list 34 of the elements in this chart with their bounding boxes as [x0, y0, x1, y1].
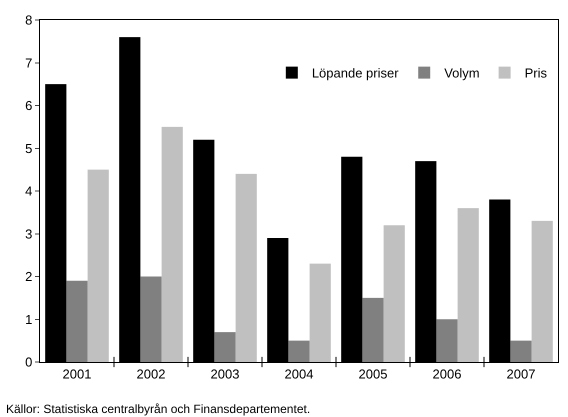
- legend-label: Volym: [444, 66, 480, 81]
- bar: [310, 264, 331, 362]
- y-tick-label: 1: [25, 312, 32, 327]
- bar: [140, 276, 162, 362]
- legend-label: Löpande priser: [312, 66, 400, 81]
- bar: [162, 126, 183, 362]
- bar: [214, 332, 236, 362]
- x-tick-label: 2001: [62, 366, 92, 382]
- y-tick-label: 6: [25, 98, 32, 114]
- x-tick-label: 2003: [210, 366, 240, 382]
- bar: [288, 340, 310, 362]
- x-tick-label: 2002: [136, 366, 166, 382]
- y-tick-label: 7: [25, 55, 32, 70]
- x-tick-label: 2006: [432, 366, 462, 382]
- y-tick-label: 4: [25, 184, 32, 199]
- x-tick-label: 2005: [358, 366, 388, 382]
- x-tick-label: 2007: [506, 366, 536, 382]
- legend-label: Pris: [524, 66, 548, 81]
- bar: [66, 280, 88, 362]
- bar: [532, 220, 553, 362]
- y-tick-label: 0: [25, 354, 32, 370]
- bar: [384, 225, 405, 362]
- x-tick-label: 2004: [284, 366, 314, 382]
- y-tick-label: 5: [25, 140, 32, 156]
- bar: [362, 298, 384, 362]
- bar: [88, 170, 109, 362]
- bar: [510, 340, 532, 362]
- y-tick-label: 3: [25, 226, 32, 242]
- bar: [436, 319, 458, 362]
- bar: [236, 174, 257, 362]
- y-tick-label: 8: [25, 12, 32, 28]
- y-tick-label: 2: [25, 269, 32, 284]
- bar: [458, 208, 479, 362]
- text: Källor: Statistiska centralbyrån och Finansdepartementet.: [6, 402, 310, 416]
